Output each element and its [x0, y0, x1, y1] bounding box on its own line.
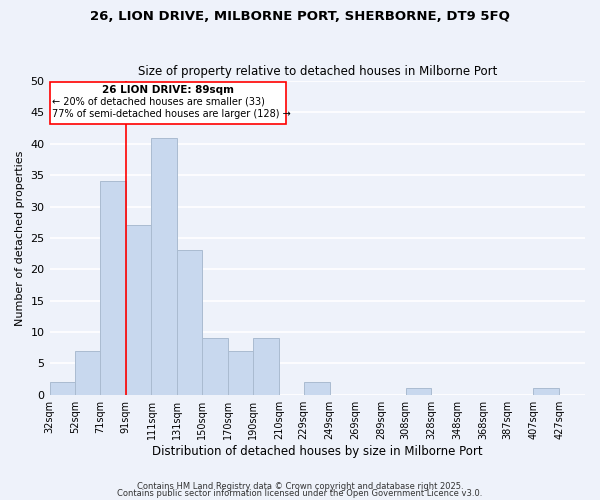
- Bar: [253, 338, 279, 394]
- Bar: [50, 382, 76, 394]
- Text: Contains public sector information licensed under the Open Government Licence v3: Contains public sector information licen…: [118, 490, 482, 498]
- Bar: [533, 388, 559, 394]
- Y-axis label: Number of detached properties: Number of detached properties: [15, 150, 25, 326]
- Bar: [151, 138, 177, 394]
- Bar: [202, 338, 227, 394]
- Bar: [304, 382, 329, 394]
- Bar: [125, 226, 151, 394]
- Bar: [177, 250, 202, 394]
- Title: Size of property relative to detached houses in Milborne Port: Size of property relative to detached ho…: [137, 66, 497, 78]
- Text: 26 LION DRIVE: 89sqm: 26 LION DRIVE: 89sqm: [101, 85, 233, 95]
- FancyBboxPatch shape: [50, 82, 286, 124]
- Text: 77% of semi-detached houses are larger (128) →: 77% of semi-detached houses are larger (…: [52, 108, 291, 118]
- Text: Contains HM Land Registry data © Crown copyright and database right 2025.: Contains HM Land Registry data © Crown c…: [137, 482, 463, 491]
- Text: 26, LION DRIVE, MILBORNE PORT, SHERBORNE, DT9 5FQ: 26, LION DRIVE, MILBORNE PORT, SHERBORNE…: [90, 10, 510, 23]
- Text: ← 20% of detached houses are smaller (33): ← 20% of detached houses are smaller (33…: [52, 96, 265, 106]
- Bar: [76, 351, 100, 395]
- Bar: [227, 351, 253, 395]
- X-axis label: Distribution of detached houses by size in Milborne Port: Distribution of detached houses by size …: [152, 444, 482, 458]
- Bar: [406, 388, 431, 394]
- Bar: [100, 182, 125, 394]
